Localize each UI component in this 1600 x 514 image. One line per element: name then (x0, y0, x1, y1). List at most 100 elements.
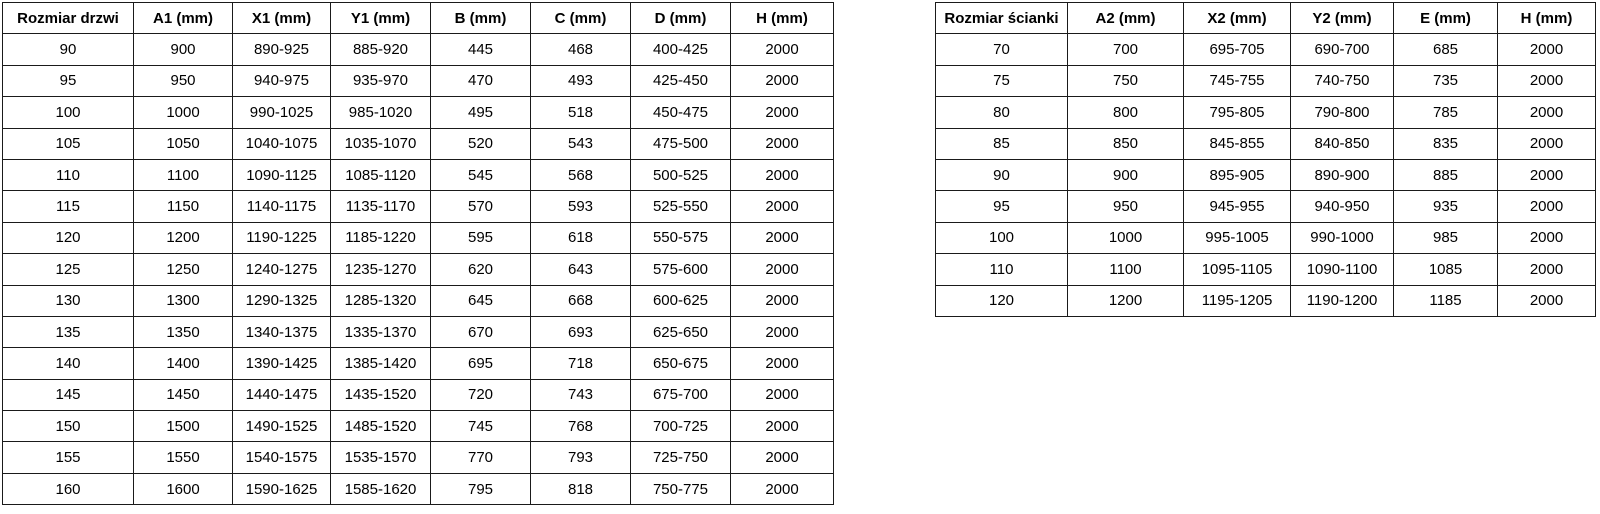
data-cell: 518 (530, 96, 631, 129)
data-cell: 795-805 (1183, 96, 1291, 129)
data-cell: 735 (1393, 64, 1498, 98)
data-cell: 695-705 (1183, 33, 1291, 66)
data-cell: 2000 (730, 190, 834, 223)
data-cell: 1435-1520 (330, 378, 431, 412)
data-cell: 543 (530, 127, 631, 160)
data-cell: 890-925 (232, 33, 331, 66)
data-cell: 110 (935, 253, 1068, 286)
data-cell: 995-1005 (1183, 221, 1291, 255)
data-cell: 2000 (1497, 221, 1596, 255)
data-cell: 1100 (133, 158, 233, 192)
data-cell: 950 (133, 64, 233, 98)
data-cell: 650-675 (630, 347, 731, 380)
table-row: 110 1100 1090-1125 1085-1120 545 568 500-525 20… (2, 158, 834, 192)
data-cell: 1185 (1393, 284, 1498, 317)
data-cell: 2000 (730, 315, 834, 349)
data-cell: 550-575 (630, 221, 731, 255)
data-cell: 743 (530, 378, 631, 412)
data-cell: 1135-1170 (330, 190, 431, 223)
data-cell: 1300 (133, 284, 233, 317)
data-cell: 2000 (730, 64, 834, 98)
data-cell: 745-755 (1183, 64, 1291, 98)
data-cell: 1290-1325 (232, 284, 331, 317)
data-cell: 1385-1420 (330, 347, 431, 380)
data-cell: 2000 (1497, 96, 1596, 129)
data-cell: 145 (2, 378, 134, 412)
data-cell: 95 (935, 190, 1068, 223)
data-cell: 150 (2, 410, 134, 443)
data-cell: 685 (1393, 33, 1498, 66)
data-cell: 2000 (730, 33, 834, 66)
data-cell: 1100 (1067, 253, 1184, 286)
data-cell: 2000 (1497, 158, 1596, 192)
header-row: Rozmiar drzwi A1 (mm) X1 (mm) Y1 (mm) B (mm)… (2, 1, 834, 35)
data-cell: 568 (530, 158, 631, 192)
data-cell: 945-955 (1183, 190, 1291, 223)
table-row: 150 1500 1490-1525 1485-1520 745 768 700-725 20… (2, 410, 834, 443)
data-cell: 985-1020 (330, 96, 431, 129)
data-cell: 135 (2, 315, 134, 349)
data-cell: 493 (530, 64, 631, 98)
data-cell: 1540-1575 (232, 441, 331, 474)
data-cell: 750-775 (630, 472, 731, 506)
data-cell: 1150 (133, 190, 233, 223)
data-cell: 475-500 (630, 127, 731, 160)
data-cell: 2000 (730, 253, 834, 286)
data-cell: 115 (2, 190, 134, 223)
table-row: 100 1000 990-1025 985-1020 495 518 450-475 2000 (2, 96, 834, 129)
data-cell: 690-700 (1290, 33, 1394, 66)
data-cell: 2000 (730, 158, 834, 192)
table-row: 160 1600 1590-1625 1585-1620 795 818 750-775 20… (2, 472, 834, 506)
data-cell: 70 (935, 33, 1068, 66)
data-cell: 625-650 (630, 315, 731, 349)
data-cell: 1190-1225 (232, 221, 331, 255)
data-cell: 1190-1200 (1290, 284, 1394, 317)
data-cell: 725-750 (630, 441, 731, 474)
table-row: 130 1300 1290-1325 1285-1320 645 668 600-625 20… (2, 284, 834, 317)
data-cell: 470 (430, 64, 531, 98)
data-cell: 2000 (730, 284, 834, 317)
data-cell: 675-700 (630, 378, 731, 412)
data-cell: 990-1000 (1290, 221, 1394, 255)
table-row: 75 750 745-755 740-750 735 2000 (935, 64, 1596, 98)
data-cell: 695 (430, 347, 531, 380)
data-cell: 2000 (730, 410, 834, 443)
data-cell: 105 (2, 127, 134, 160)
data-cell: 895-905 (1183, 158, 1291, 192)
table-row: 95 950 945-955 940-950 935 2000 (935, 190, 1596, 223)
table-row: 120 1200 1190-1225 1185-1220 595 618 550-575 20… (2, 221, 834, 255)
data-cell: 745 (430, 410, 531, 443)
data-cell: 2000 (730, 441, 834, 474)
data-cell: 2000 (730, 221, 834, 255)
data-cell: 100 (2, 96, 134, 129)
data-cell: 693 (530, 315, 631, 349)
data-cell: 1000 (1067, 221, 1184, 255)
data-cell: 1550 (133, 441, 233, 474)
data-cell: 1090-1125 (232, 158, 331, 192)
data-cell: 400-425 (630, 33, 731, 66)
data-cell: 1400 (133, 347, 233, 380)
data-cell: 125 (2, 253, 134, 286)
table-row: 100 1000 995-1005 990-1000 985 2000 (935, 221, 1596, 255)
data-cell: 425-450 (630, 64, 731, 98)
data-cell: 890-900 (1290, 158, 1394, 192)
data-cell: 935-970 (330, 64, 431, 98)
data-cell: 700 (1067, 33, 1184, 66)
data-cell: 700-725 (630, 410, 731, 443)
table-row: 80 800 795-805 790-800 785 2000 (935, 96, 1596, 129)
data-cell: 520 (430, 127, 531, 160)
data-cell: 445 (430, 33, 531, 66)
data-cell: 600-625 (630, 284, 731, 317)
data-cell: 1200 (1067, 284, 1184, 317)
data-cell: 2000 (730, 472, 834, 506)
data-cell: 593 (530, 190, 631, 223)
data-cell: 155 (2, 441, 134, 474)
column-header: H (mm) (1497, 1, 1596, 35)
column-header: X1 (mm) (232, 1, 331, 35)
data-cell: 840-850 (1290, 127, 1394, 160)
data-cell: 90 (2, 33, 134, 66)
data-cell: 990-1025 (232, 96, 331, 129)
table-row: 125 1250 1240-1275 1235-1270 620 643 575-600 20… (2, 253, 834, 286)
data-cell: 2000 (1497, 33, 1596, 66)
data-cell: 1585-1620 (330, 472, 431, 506)
